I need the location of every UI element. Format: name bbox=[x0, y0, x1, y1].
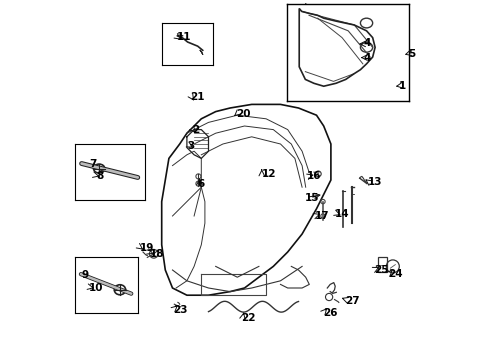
Text: 21: 21 bbox=[189, 92, 204, 102]
Text: 10: 10 bbox=[89, 283, 103, 293]
Text: 12: 12 bbox=[261, 168, 276, 179]
Text: 15: 15 bbox=[305, 193, 319, 203]
Text: 2: 2 bbox=[192, 125, 199, 135]
Text: 3: 3 bbox=[186, 141, 194, 151]
Text: 5: 5 bbox=[407, 49, 415, 59]
Text: 27: 27 bbox=[345, 296, 359, 306]
Text: 24: 24 bbox=[387, 269, 402, 279]
Text: 4: 4 bbox=[363, 38, 370, 48]
Text: 25: 25 bbox=[373, 265, 388, 275]
Text: 17: 17 bbox=[314, 211, 329, 221]
Text: 19: 19 bbox=[139, 243, 153, 253]
Text: 23: 23 bbox=[173, 305, 187, 315]
Text: 18: 18 bbox=[150, 249, 164, 259]
Text: 1: 1 bbox=[399, 81, 406, 91]
Text: 14: 14 bbox=[335, 209, 349, 219]
Text: 7: 7 bbox=[89, 159, 97, 169]
Text: 11: 11 bbox=[177, 32, 191, 42]
Text: 6: 6 bbox=[197, 179, 204, 189]
Text: 13: 13 bbox=[367, 177, 381, 187]
Text: 4: 4 bbox=[363, 53, 370, 63]
Text: 22: 22 bbox=[241, 312, 256, 323]
Text: 26: 26 bbox=[322, 308, 337, 318]
Text: 9: 9 bbox=[81, 270, 89, 280]
Bar bbox=[377, 257, 386, 272]
Text: 8: 8 bbox=[96, 171, 103, 181]
Text: 20: 20 bbox=[236, 109, 250, 120]
Text: 16: 16 bbox=[306, 171, 320, 181]
